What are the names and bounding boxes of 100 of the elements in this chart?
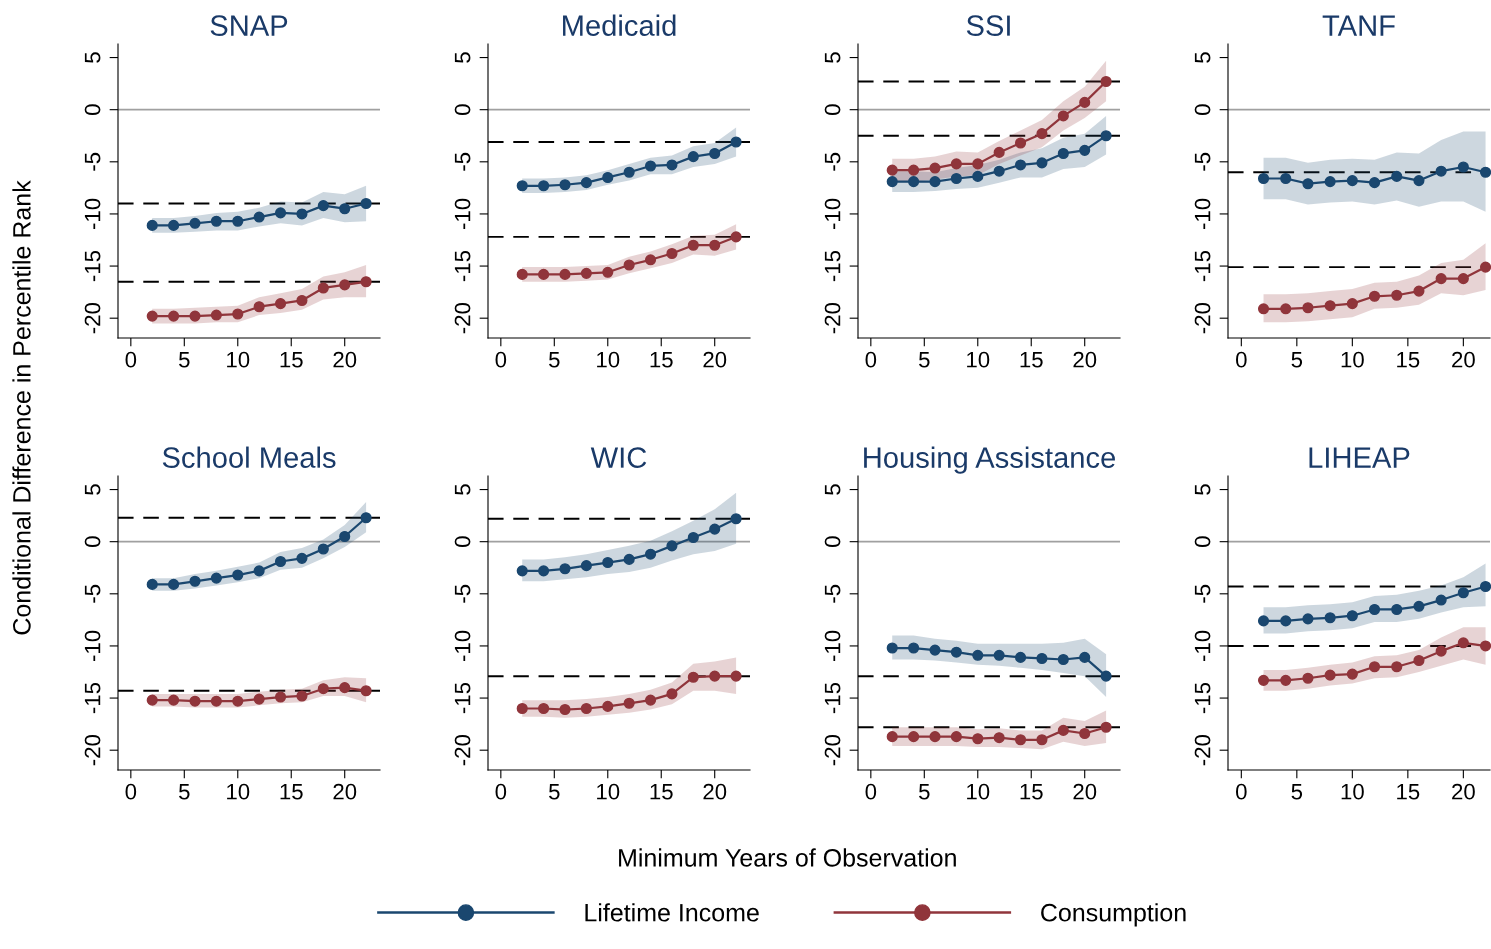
- point: [709, 239, 721, 251]
- point: [1435, 594, 1447, 606]
- y-tick-label: 0: [824, 536, 841, 547]
- point: [1257, 615, 1270, 627]
- point: [1280, 172, 1292, 185]
- point: [232, 695, 244, 707]
- chart-title: WIC: [590, 447, 647, 468]
- point: [580, 560, 592, 572]
- point: [232, 308, 244, 320]
- y-tick-label: -10: [454, 630, 471, 662]
- point: [908, 642, 920, 654]
- point: [602, 556, 614, 569]
- y-tick-label: -5: [454, 584, 471, 603]
- point: [993, 649, 1005, 661]
- point: [1368, 177, 1381, 189]
- y-tick-label: -10: [824, 630, 841, 662]
- y-tick-label: -20: [454, 735, 471, 766]
- point: [1479, 261, 1491, 273]
- y-tick-label: 0: [84, 536, 101, 547]
- y-tick-label: -15: [84, 682, 101, 714]
- point: [232, 215, 244, 227]
- point: [1324, 300, 1336, 312]
- x-tick-label: 5: [179, 352, 190, 368]
- point: [1079, 727, 1091, 740]
- point: [1435, 645, 1447, 657]
- point: [1435, 273, 1447, 285]
- point: [1457, 637, 1469, 649]
- point: [644, 548, 657, 560]
- point: [1391, 603, 1403, 616]
- point: [146, 219, 158, 231]
- x-tick-label: 15: [650, 352, 673, 368]
- point: [602, 266, 614, 278]
- point: [908, 176, 920, 188]
- point: [623, 259, 635, 271]
- point: [317, 543, 329, 555]
- x-tick-label: 5: [549, 784, 560, 800]
- point: [253, 693, 265, 705]
- point: [1014, 159, 1027, 171]
- y-tick-label: -10: [1194, 630, 1211, 662]
- point: [360, 197, 372, 210]
- x-tick-label: 0: [1236, 783, 1247, 800]
- y-tick-label: -15: [824, 250, 841, 282]
- y-tick-label: 0: [454, 536, 471, 547]
- point: [644, 694, 657, 706]
- chart-title: LIHEAP: [1309, 447, 1410, 468]
- point: [644, 160, 657, 172]
- y-tick-label: 0: [454, 104, 471, 115]
- point: [559, 268, 571, 280]
- x-tick-label: 15: [650, 784, 673, 800]
- point: [1413, 654, 1425, 667]
- x-tick-label: 0: [865, 783, 877, 800]
- x-tick-label: 0: [1236, 351, 1247, 368]
- point: [232, 569, 244, 581]
- point: [993, 146, 1005, 158]
- x-tick-label: 0: [865, 351, 877, 368]
- point: [1079, 651, 1091, 663]
- point: [339, 279, 351, 291]
- point: [972, 158, 984, 170]
- point: [886, 731, 898, 743]
- y-tick-label: -5: [824, 584, 841, 603]
- x-tick-label: 20: [1073, 783, 1097, 800]
- x-tick-label: 10: [1341, 351, 1364, 368]
- y-tick-label: -15: [454, 682, 471, 714]
- point: [168, 219, 180, 231]
- point: [623, 166, 635, 178]
- y-tick-label: -10: [454, 198, 471, 230]
- y-tick-label: -5: [1194, 584, 1211, 603]
- point: [644, 254, 657, 266]
- point: [296, 294, 308, 307]
- point: [168, 310, 180, 322]
- x-tick-label: 20: [333, 351, 357, 368]
- x-tick-label: 20: [703, 351, 727, 368]
- point: [730, 670, 742, 682]
- point: [1346, 298, 1358, 310]
- y-tick-label: -5: [84, 152, 101, 171]
- y-tick-label: 5: [84, 52, 101, 63]
- y-tick-label: 5: [1194, 52, 1211, 63]
- point: [1257, 172, 1270, 185]
- x-tick-label: 15: [1020, 784, 1043, 800]
- y-tick-label: 0: [1194, 536, 1211, 547]
- point: [1280, 615, 1292, 627]
- point: [1057, 724, 1069, 736]
- point: [559, 179, 571, 191]
- point: [538, 702, 550, 715]
- point: [516, 180, 528, 192]
- y-tick-label: -15: [84, 250, 101, 282]
- point: [1346, 175, 1358, 187]
- point: [730, 136, 742, 148]
- x-tick-label: 10: [227, 783, 250, 800]
- y-tick-label: 5: [454, 52, 471, 63]
- point: [189, 695, 201, 707]
- chart-title: TANF: [1322, 15, 1395, 36]
- y-tick-label: -15: [824, 682, 841, 714]
- point: [886, 642, 898, 654]
- point: [666, 159, 678, 171]
- x-tick-label: 0: [125, 351, 137, 368]
- point: [1413, 285, 1425, 297]
- point: [516, 565, 528, 577]
- x-tick-label: 20: [1452, 783, 1475, 800]
- point: [317, 282, 329, 294]
